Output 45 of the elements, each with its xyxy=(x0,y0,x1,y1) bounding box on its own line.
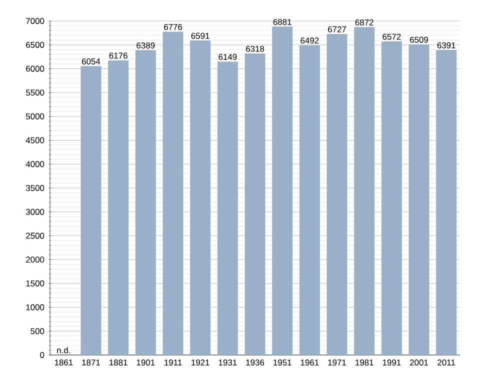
data-label: 6054 xyxy=(82,58,100,64)
data-label: 6391 xyxy=(437,42,456,48)
x-tick-label: 1911 xyxy=(164,360,182,366)
data-label: 6572 xyxy=(382,34,401,40)
x-tick-label: 1931 xyxy=(218,360,237,366)
y-tick-label: 2000 xyxy=(26,256,44,263)
x-tick-label: 1936 xyxy=(246,360,264,366)
y-tick-label: 5000 xyxy=(26,113,44,120)
x-tick-label: 1861 xyxy=(54,360,73,366)
x-tick-label: 1871 xyxy=(82,360,100,366)
data-label: 6318 xyxy=(246,46,264,52)
data-label: 6776 xyxy=(164,24,182,30)
data-label: 6591 xyxy=(191,32,210,39)
y-tick-label: 4000 xyxy=(26,161,44,168)
y-tick-label: 6000 xyxy=(26,66,44,72)
x-tick-label: 1961 xyxy=(300,360,319,366)
x-tick-label: 1881 xyxy=(110,360,128,366)
data-label: 6509 xyxy=(410,36,428,43)
data-label: 6176 xyxy=(109,52,128,59)
data-label: 6881 xyxy=(273,18,292,25)
data-label: 6872 xyxy=(355,19,374,26)
y-tick-label: 0 xyxy=(40,352,44,358)
x-tick-label: 1921 xyxy=(192,360,210,366)
y-tick-label: 5500 xyxy=(26,90,44,96)
data-label: 6149 xyxy=(218,54,237,60)
x-tick-label: 1901 xyxy=(136,360,155,366)
y-tick-label: 6500 xyxy=(26,42,44,48)
data-label: 6492 xyxy=(300,38,319,44)
x-tick-label: 1951 xyxy=(274,360,292,366)
y-tick-label: 4500 xyxy=(26,137,44,144)
y-tick-label: 7000 xyxy=(26,18,44,24)
y-tick-label: 3000 xyxy=(26,208,44,215)
data-label: 6727 xyxy=(328,26,346,32)
x-tick-label: 2001 xyxy=(410,360,428,366)
y-tick-label: 1500 xyxy=(26,280,44,286)
x-tick-label: 1971 xyxy=(328,360,346,366)
data-label: 6389 xyxy=(136,42,155,48)
text: n.d. xyxy=(57,347,70,354)
y-tick-label: 3500 xyxy=(26,185,44,191)
x-tick-label: 2011 xyxy=(438,360,456,366)
y-tick-label: 500 xyxy=(30,328,44,334)
x-tick-label: 1991 xyxy=(382,360,401,366)
y-tick-label: 2500 xyxy=(26,232,44,239)
y-tick-label: 1000 xyxy=(26,304,44,310)
x-tick-label: 1981 xyxy=(356,360,374,366)
